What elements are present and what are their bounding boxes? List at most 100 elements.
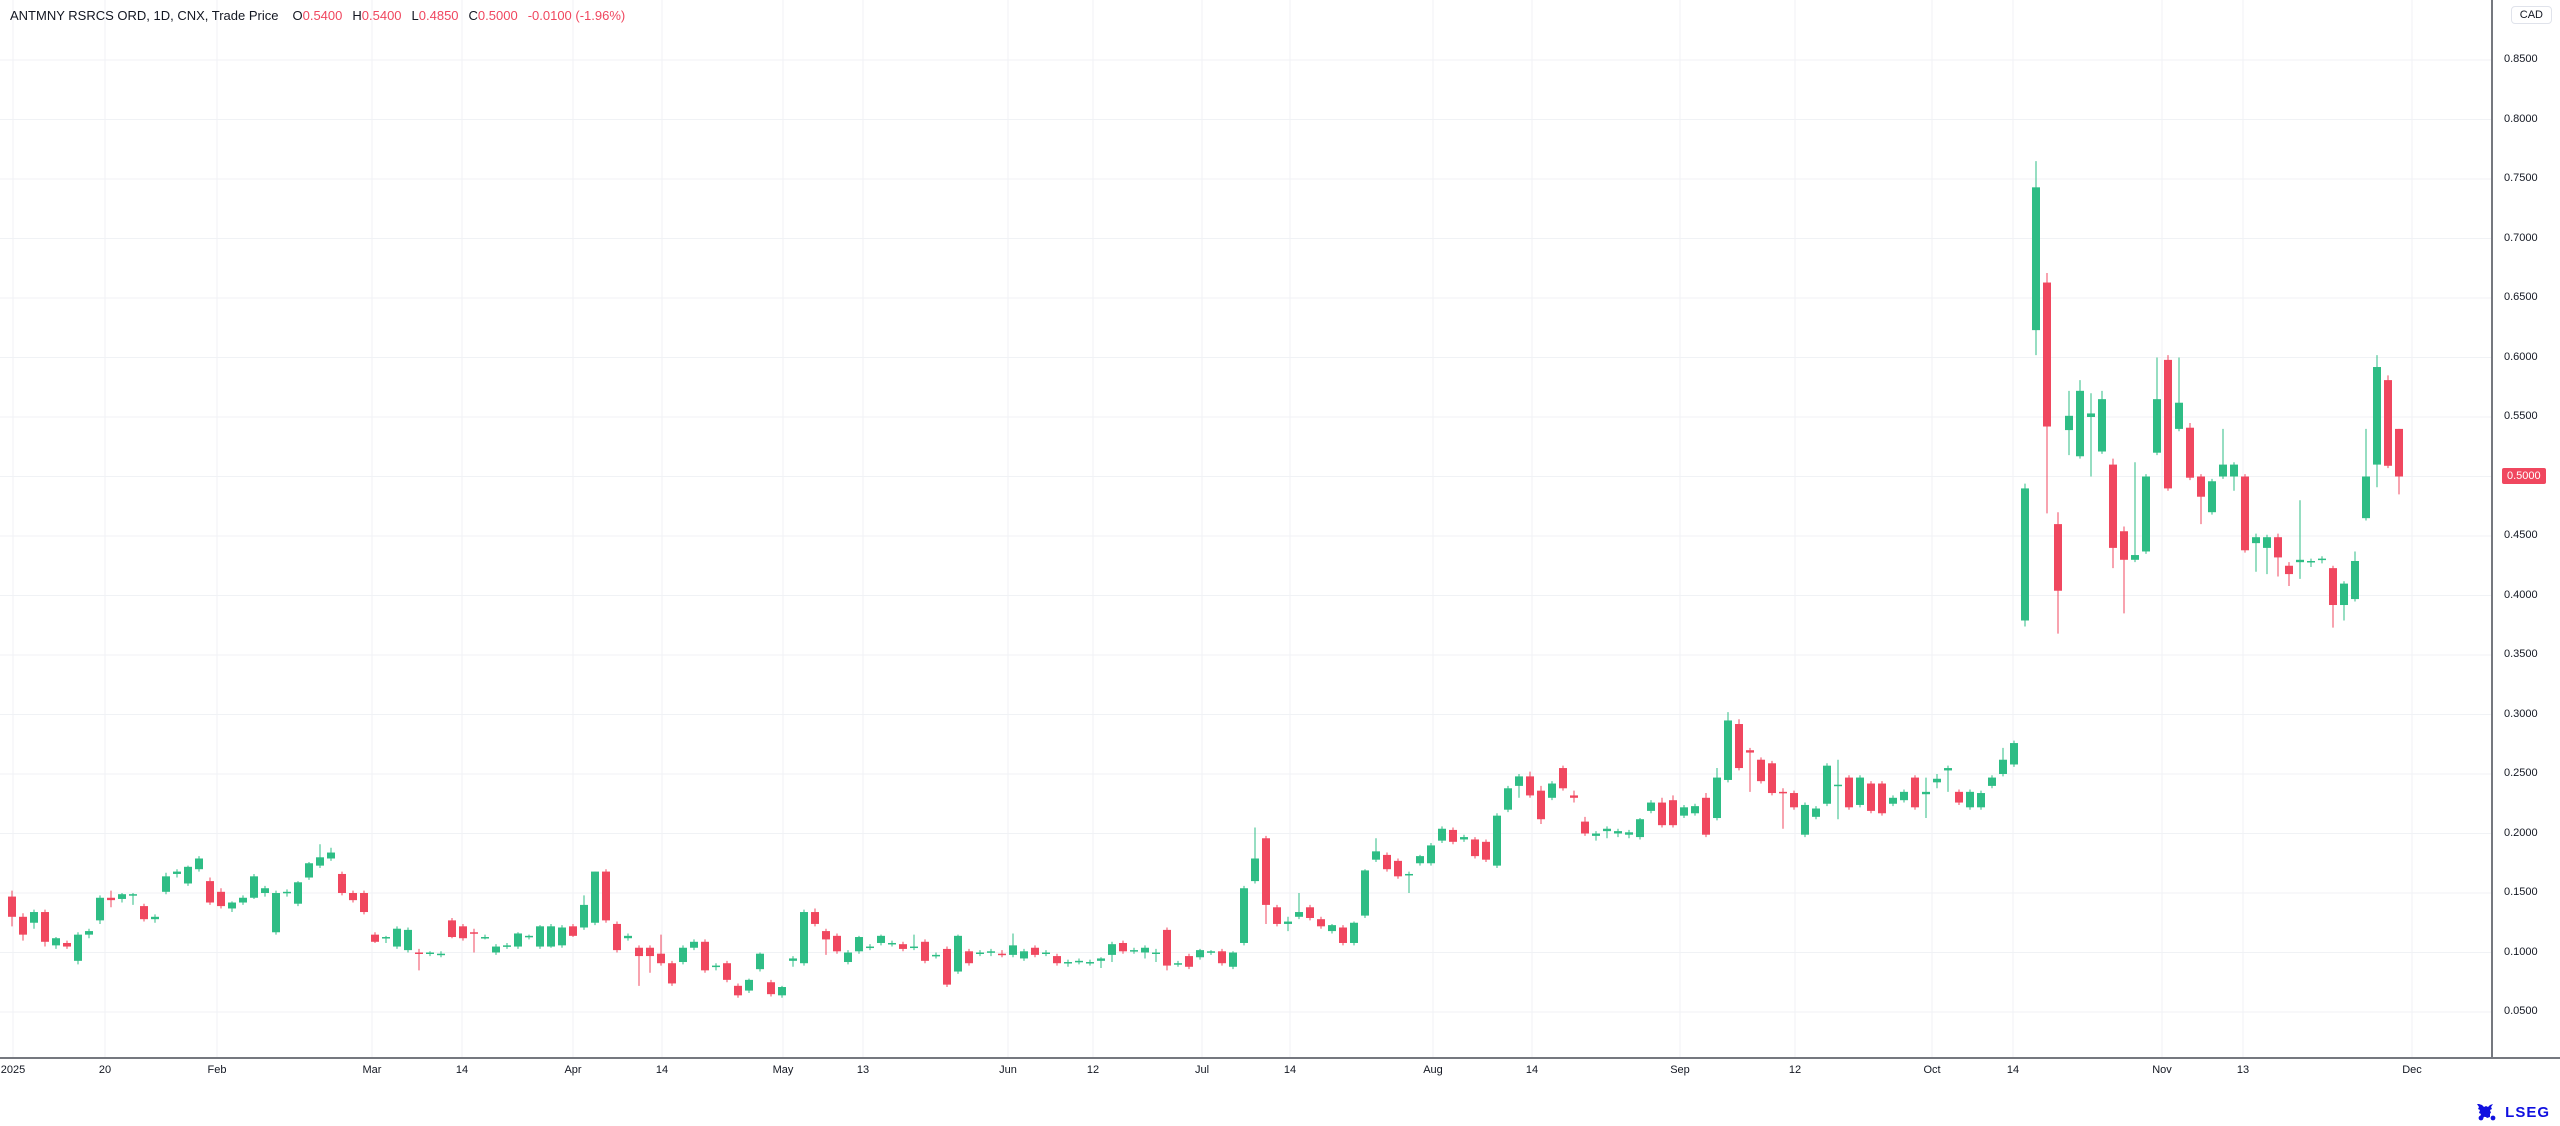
candle-body [2384, 380, 2392, 466]
candle-body [371, 934, 379, 942]
candle-body [833, 935, 841, 952]
candle-body [52, 938, 60, 946]
candle-body [316, 857, 324, 866]
price-axis-label: 0.3000 [2504, 707, 2538, 720]
candle-body [965, 951, 973, 964]
candle-body [855, 937, 863, 952]
candle-body [1361, 870, 1369, 916]
candle-body [2087, 413, 2095, 417]
candle-body [998, 953, 1006, 956]
candle-body [1702, 797, 1710, 835]
candle-body [272, 893, 280, 933]
candle-body [195, 858, 203, 870]
candle-body [2296, 559, 2304, 563]
price-axis-label: 0.8000 [2504, 112, 2538, 125]
candle-body [1812, 808, 1820, 817]
candle-body [30, 912, 38, 923]
price-axis-label: 0.6000 [2504, 350, 2538, 363]
price-axis-label: 0.0500 [2504, 1005, 2538, 1017]
candle-body [1383, 854, 1391, 870]
symbol-title[interactable]: ANTMNY RSRCS ORD, 1D, CNX, Trade Price [10, 8, 279, 23]
candle-body [2010, 743, 2018, 765]
candle-body [2208, 481, 2216, 513]
candle-body [1262, 838, 1270, 905]
candle-body [261, 888, 269, 893]
candle-body [2318, 558, 2326, 561]
candle-body [1614, 831, 1622, 834]
candle-body [228, 902, 236, 909]
candle-body [2307, 560, 2315, 563]
candle-body [1526, 776, 1534, 796]
candle-body [1691, 806, 1699, 814]
candle-body [294, 882, 302, 904]
time-axis-label: 12 [1788, 1064, 1802, 1076]
candle-body [1152, 952, 1160, 954]
candle-body [1999, 759, 2007, 774]
candle-body [2340, 583, 2348, 606]
candle-body [1471, 839, 1479, 857]
candle-body [2120, 531, 2128, 560]
price-axis-label: 0.5500 [2504, 410, 2538, 422]
candle-body [1867, 783, 1875, 811]
candle-body [734, 985, 742, 996]
candle-body [1603, 828, 1611, 832]
currency-selector[interactable]: CAD [2510, 6, 2552, 24]
candle-body [1482, 841, 1490, 860]
candle-body [1460, 837, 1468, 840]
candle-body [2263, 537, 2271, 548]
candle-body [668, 963, 676, 984]
candle-body [888, 942, 896, 945]
candle-body [1636, 819, 1644, 838]
candle-body [1581, 821, 1589, 834]
price-axis-label: 0.7500 [2504, 172, 2538, 184]
candle-body [580, 904, 588, 928]
candle-body [2373, 367, 2381, 465]
lseg-crest-icon [2477, 1104, 2496, 1121]
candle-body [426, 952, 434, 954]
price-axis-label: 0.2500 [2504, 767, 2538, 779]
time-axis-label: Oct [1923, 1064, 1941, 1076]
candle-body [2153, 399, 2161, 453]
candle-body [1427, 845, 1435, 864]
price-axis-label: 0.2000 [2504, 826, 2538, 839]
candle-body [8, 896, 16, 917]
candle-body [1790, 793, 1798, 808]
candle-body [657, 953, 665, 964]
candle-body [1196, 950, 1204, 958]
candle-body [437, 953, 445, 956]
candle-body [1537, 790, 1545, 820]
open-value: O0.5400 [292, 8, 343, 23]
candle-body [1768, 763, 1776, 794]
candle-body [63, 942, 71, 947]
time-axis-label: 2025 [0, 1064, 26, 1076]
time-axis-label: 13 [856, 1064, 870, 1076]
candle-body [877, 935, 885, 943]
time-axis-label: Feb [207, 1064, 227, 1076]
candle-body [1009, 945, 1017, 955]
candle-body [921, 941, 929, 961]
candle-body [2395, 428, 2403, 477]
candle-body [470, 932, 478, 934]
candle-body [1394, 860, 1402, 877]
candle-body [151, 916, 159, 920]
candle-body [1350, 922, 1358, 943]
candle-body [635, 947, 643, 957]
candle-body [1218, 951, 1226, 964]
candle-body [1438, 828, 1446, 841]
candle-body [866, 946, 874, 949]
candle-body [382, 937, 390, 939]
candle-body [1515, 776, 1523, 786]
candle-body [2230, 464, 2238, 477]
candle-body [1130, 950, 1138, 952]
price-axis-label: 0.1000 [2504, 945, 2538, 958]
candle-body [2142, 476, 2150, 552]
candle-body [1570, 795, 1578, 798]
candle-body [1053, 956, 1061, 964]
candle-body [2043, 282, 2051, 427]
candle-body [1625, 832, 1633, 835]
symbol-legend[interactable]: ANTMNY RSRCS ORD, 1D, CNX, Trade Price O… [10, 8, 625, 23]
candle-body [206, 881, 214, 903]
candle-body [767, 982, 775, 995]
